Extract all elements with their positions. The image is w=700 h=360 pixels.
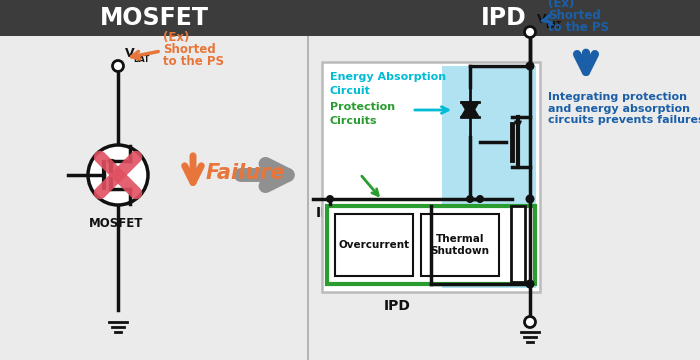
- Bar: [421, 214, 499, 276]
- Text: MOSFET: MOSFET: [99, 6, 209, 30]
- Circle shape: [524, 316, 536, 328]
- Text: (Ex): (Ex): [548, 0, 575, 10]
- Text: (Ex): (Ex): [163, 31, 190, 44]
- Bar: [327, 206, 535, 284]
- Text: IPD: IPD: [384, 299, 410, 313]
- Text: Circuits: Circuits: [330, 116, 377, 126]
- Circle shape: [88, 145, 148, 205]
- Text: Failure: Failure: [206, 163, 286, 183]
- Circle shape: [526, 279, 535, 288]
- Bar: [0, 0, 700, 36]
- Text: Shorted: Shorted: [163, 43, 216, 56]
- Text: IPD: IPD: [481, 6, 527, 30]
- Text: Overcurrent: Overcurrent: [338, 240, 409, 250]
- Text: Shorted: Shorted: [548, 9, 601, 22]
- Text: V: V: [125, 47, 134, 60]
- Polygon shape: [461, 102, 479, 117]
- Text: BAT: BAT: [545, 21, 561, 30]
- Text: V: V: [537, 13, 547, 26]
- Bar: [335, 214, 413, 276]
- Bar: [442, 66, 536, 288]
- Circle shape: [526, 194, 535, 203]
- Bar: [511, 206, 525, 282]
- Circle shape: [526, 62, 535, 71]
- Text: BAT: BAT: [133, 55, 149, 64]
- Circle shape: [113, 60, 123, 72]
- Text: MOSFET: MOSFET: [89, 217, 144, 230]
- Circle shape: [476, 195, 484, 203]
- Text: Energy Absorption: Energy Absorption: [330, 72, 446, 82]
- Text: to the PS: to the PS: [163, 55, 224, 68]
- Text: Circuit: Circuit: [330, 86, 371, 96]
- Bar: [322, 62, 540, 292]
- Text: Integrating protection
and energy absorption
circuits prevents failures: Integrating protection and energy absorp…: [548, 92, 700, 125]
- Circle shape: [526, 280, 534, 288]
- Polygon shape: [461, 102, 479, 117]
- Circle shape: [466, 195, 474, 203]
- Text: Thermal
Shutdown: Thermal Shutdown: [430, 234, 489, 256]
- Text: Protection: Protection: [330, 102, 395, 112]
- Circle shape: [524, 27, 536, 37]
- Text: IN: IN: [316, 206, 332, 220]
- Circle shape: [326, 195, 334, 203]
- Text: to the PS: to the PS: [548, 21, 609, 34]
